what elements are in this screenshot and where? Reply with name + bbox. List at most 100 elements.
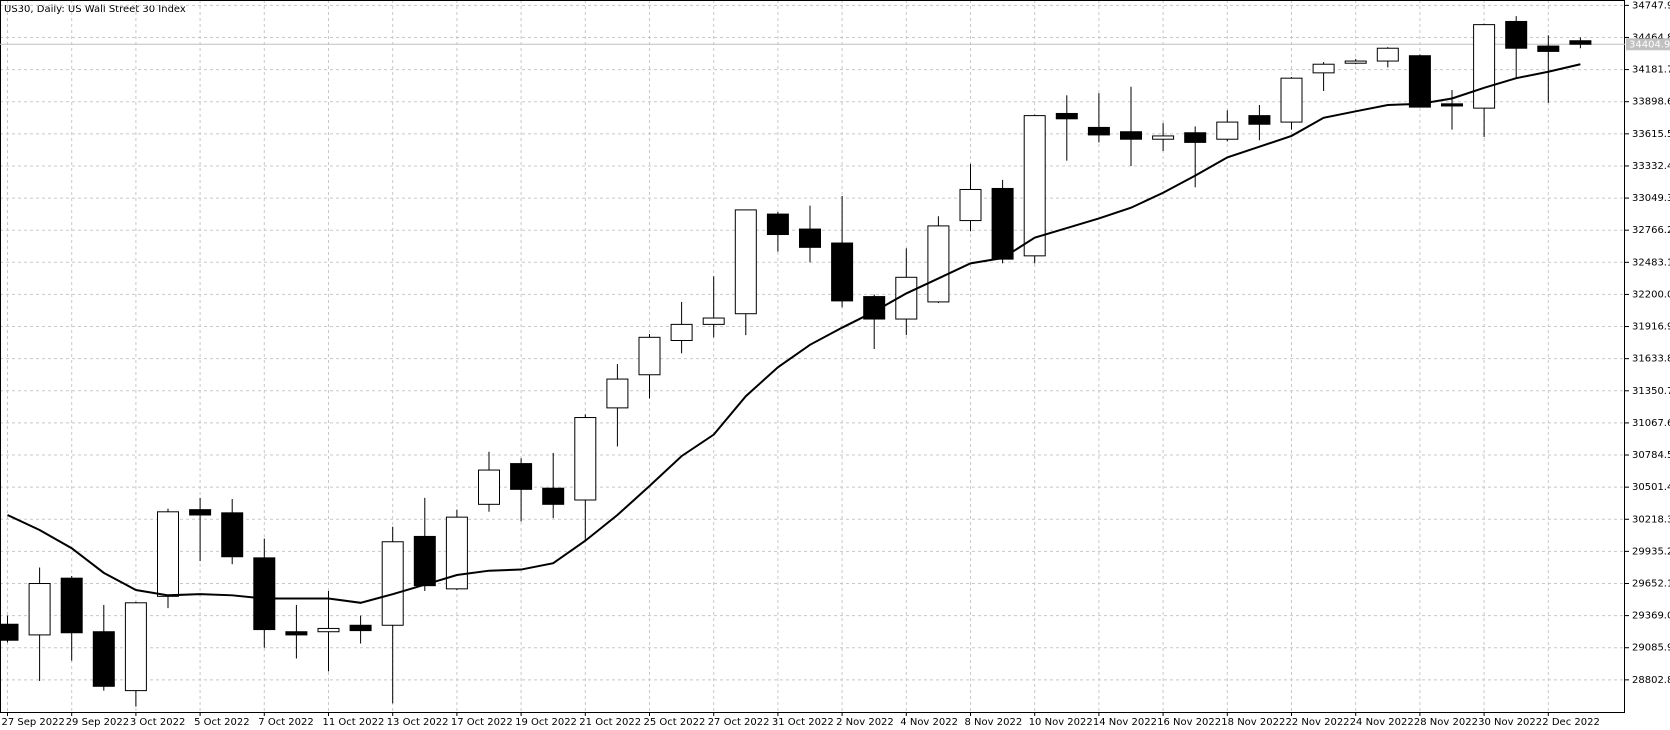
candle-body bbox=[959, 188, 982, 222]
y-tick-label: 33898.6 bbox=[1632, 97, 1670, 108]
x-tick-label: 30 Nov 2022 bbox=[1478, 717, 1542, 728]
y-tick-label: 33615.5 bbox=[1632, 129, 1670, 140]
x-tick-label: 8 Nov 2022 bbox=[965, 717, 1023, 728]
candle-body bbox=[1312, 63, 1335, 74]
candle-body bbox=[510, 463, 533, 490]
y-tick-label: 30501.4 bbox=[1632, 482, 1670, 493]
y-tick-label: 29085.9 bbox=[1632, 643, 1670, 654]
y-tick-label: 31350.7 bbox=[1632, 386, 1670, 397]
candle-body bbox=[60, 577, 83, 634]
y-tick-label: 29935.2 bbox=[1632, 546, 1670, 557]
x-tick-label: 7 Oct 2022 bbox=[258, 717, 313, 728]
candle-body bbox=[124, 602, 147, 692]
candle-body bbox=[28, 583, 51, 636]
y-tick-label: 33049.3 bbox=[1632, 193, 1670, 204]
candle-body bbox=[831, 242, 854, 302]
x-tick-label: 27 Sep 2022 bbox=[2, 717, 65, 728]
candle-body bbox=[285, 631, 308, 636]
candle-body bbox=[1152, 135, 1175, 140]
candle-body bbox=[413, 535, 436, 587]
x-tick-label: 4 Nov 2022 bbox=[900, 717, 958, 728]
candle-body bbox=[1216, 121, 1239, 140]
candle-body bbox=[542, 487, 565, 505]
y-tick-label: 32483.1 bbox=[1632, 257, 1670, 268]
candle-body bbox=[1408, 55, 1431, 108]
candle-body bbox=[670, 323, 693, 341]
candle-body bbox=[1344, 60, 1367, 64]
y-tick-label: 31916.9 bbox=[1632, 322, 1670, 333]
candle-body bbox=[1087, 126, 1110, 136]
candle-body bbox=[1055, 112, 1078, 120]
candle-body bbox=[606, 378, 629, 409]
candle-body bbox=[1120, 131, 1142, 140]
x-tick-label: 28 Nov 2022 bbox=[1414, 717, 1478, 728]
candle-body bbox=[221, 512, 244, 558]
x-tick-label: 14 Nov 2022 bbox=[1093, 717, 1157, 728]
candle-body bbox=[574, 417, 597, 501]
x-tick-label: 18 Nov 2022 bbox=[1221, 717, 1285, 728]
y-tick-label: 31067.6 bbox=[1632, 418, 1670, 429]
candle-body bbox=[766, 213, 789, 236]
candle-body bbox=[189, 509, 212, 516]
candle-body bbox=[445, 516, 468, 590]
candle-body bbox=[895, 276, 918, 320]
candle-body bbox=[1184, 132, 1207, 143]
y-tick-label: 33332.4 bbox=[1632, 161, 1670, 172]
candle-body bbox=[927, 225, 950, 303]
x-tick-label: 19 Oct 2022 bbox=[515, 717, 577, 728]
x-tick-label: 10 Nov 2022 bbox=[1029, 717, 1093, 728]
x-tick-label: 16 Nov 2022 bbox=[1157, 717, 1221, 728]
y-tick-label: 29652.1 bbox=[1632, 579, 1670, 590]
x-tick-label: 5 Oct 2022 bbox=[194, 717, 249, 728]
y-tick-label: 30218.3 bbox=[1632, 514, 1670, 525]
candle-body bbox=[1473, 24, 1496, 109]
candle-body bbox=[702, 317, 725, 325]
candle-body bbox=[478, 469, 500, 505]
x-tick-label: 2 Nov 2022 bbox=[836, 717, 894, 728]
candle-body bbox=[253, 557, 276, 631]
candle-body bbox=[0, 623, 19, 641]
candle-body bbox=[381, 541, 404, 626]
y-tick-label: 29369.0 bbox=[1632, 611, 1670, 622]
x-tick-label: 29 Sep 2022 bbox=[66, 717, 129, 728]
x-tick-label: 27 Oct 2022 bbox=[708, 717, 770, 728]
candle-body bbox=[1569, 40, 1592, 45]
plot-frame bbox=[0, 0, 1625, 713]
candle-body bbox=[92, 631, 115, 687]
x-tick-label: 17 Oct 2022 bbox=[451, 717, 513, 728]
candle-body bbox=[1023, 115, 1046, 257]
y-tick-label: 34747.9 bbox=[1632, 0, 1670, 11]
moving-average-line bbox=[7, 63, 1581, 604]
x-tick-label: 2 Dec 2022 bbox=[1542, 717, 1600, 728]
chart-title: US30, Daily: US Wall Street 30 Index bbox=[4, 4, 186, 15]
candle-body bbox=[799, 228, 821, 248]
candle-body bbox=[991, 187, 1014, 260]
candle-body bbox=[638, 336, 661, 376]
candle-body bbox=[1248, 115, 1271, 125]
y-tick-label: 34181.7 bbox=[1632, 65, 1670, 76]
candle-body bbox=[1280, 77, 1303, 123]
candle-body bbox=[1441, 103, 1463, 107]
y-tick-label: 28802.8 bbox=[1632, 675, 1670, 686]
x-tick-label: 22 Nov 2022 bbox=[1286, 717, 1350, 728]
y-tick-label: 30784.5 bbox=[1632, 450, 1670, 461]
candle-body bbox=[349, 624, 372, 632]
y-tick-label: 32200.0 bbox=[1632, 289, 1670, 300]
x-tick-label: 25 Oct 2022 bbox=[644, 717, 706, 728]
last-price-label: 34404.9 bbox=[1629, 39, 1670, 50]
y-tick-label: 31633.8 bbox=[1632, 354, 1670, 365]
candle-body bbox=[157, 511, 179, 597]
candle-body bbox=[1376, 47, 1399, 62]
y-tick-label: 32766.2 bbox=[1632, 225, 1670, 236]
x-tick-label: 3 Oct 2022 bbox=[130, 717, 185, 728]
x-tick-label: 11 Oct 2022 bbox=[323, 717, 385, 728]
candle-body bbox=[734, 209, 757, 315]
candle-body bbox=[1505, 20, 1528, 49]
candle-body bbox=[317, 627, 340, 633]
x-tick-label: 21 Oct 2022 bbox=[579, 717, 641, 728]
candle-body bbox=[1537, 45, 1560, 52]
last-price-box bbox=[1626, 38, 1670, 51]
x-tick-label: 13 Oct 2022 bbox=[387, 717, 449, 728]
x-tick-label: 24 Nov 2022 bbox=[1350, 717, 1414, 728]
